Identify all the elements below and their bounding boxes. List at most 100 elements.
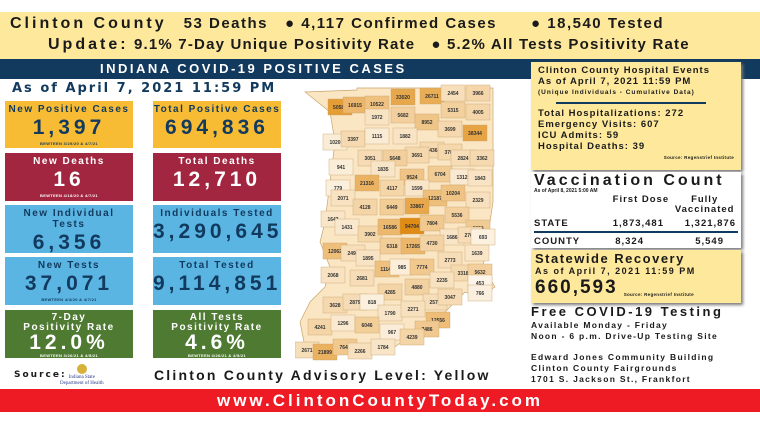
county-case-count: 2578 bbox=[429, 300, 440, 306]
county-case-count: 1599 bbox=[411, 186, 422, 192]
county-case-count: 2271 bbox=[407, 307, 418, 313]
county-fully-vaccinated: 5,549 bbox=[695, 236, 724, 247]
county-case-count: 453 bbox=[476, 281, 485, 287]
county-region bbox=[465, 84, 491, 102]
county-case-count: 11142 bbox=[380, 267, 394, 273]
county-case-count: 3436 bbox=[426, 148, 437, 154]
recovery-as-of: As of April 7, 2021 11:59 PM bbox=[535, 266, 696, 276]
county-region bbox=[404, 278, 430, 296]
card-date-range: BEWTEEN 4/18/20 & 4/7/21 bbox=[40, 193, 98, 198]
county-case-count: 5536 bbox=[451, 213, 462, 219]
county-case-count: 3047 bbox=[444, 295, 455, 301]
county-case-count: 7642 bbox=[339, 345, 350, 351]
county-region bbox=[437, 288, 463, 306]
county-region bbox=[355, 249, 381, 267]
county-region bbox=[390, 88, 416, 106]
testing-venue: Clinton County Fairgrounds bbox=[531, 363, 678, 373]
testing-hours: Noon - 6 p.m. Drive-Up Testing Site bbox=[531, 331, 719, 341]
county-region bbox=[400, 300, 426, 318]
card-title: All Tests bbox=[189, 312, 245, 323]
county-case-count: 818 bbox=[368, 300, 377, 306]
county-case-count: 1843 bbox=[474, 176, 485, 182]
state-row: STATE 1,873,481 1,321,876 bbox=[534, 218, 738, 233]
card-value: 37,071 bbox=[24, 272, 114, 295]
source-label: Source: bbox=[14, 370, 67, 380]
county-case-count: 21899 bbox=[318, 350, 332, 356]
statewide-recovery-panel: Statewide Recovery As of April 7, 2021 1… bbox=[531, 250, 741, 303]
county-region bbox=[320, 266, 346, 284]
county-case-count: 4005 bbox=[472, 110, 483, 116]
county-case-count: 1972 bbox=[371, 115, 382, 121]
county-region bbox=[379, 198, 405, 216]
recovery-value: 660,593 bbox=[535, 277, 618, 298]
county-region bbox=[440, 101, 466, 119]
county-case-count: 2454 bbox=[447, 91, 458, 97]
county-tested: ● 18,540 Tested bbox=[531, 15, 665, 32]
county-case-count: 5632 bbox=[474, 270, 485, 276]
county-case-count: 3707 bbox=[444, 150, 455, 156]
seal-icon bbox=[76, 364, 87, 374]
county-case-count: 16586 bbox=[383, 225, 397, 231]
county-region bbox=[467, 169, 493, 187]
county-case-count: 693 bbox=[479, 235, 488, 241]
state-first-dose: 1,873,481 bbox=[612, 218, 664, 229]
county-positivity-all: ● 5.2% All Tests Positivity Rate bbox=[431, 36, 690, 53]
county-case-count: 50589 bbox=[333, 105, 347, 111]
as-of-date: As of April 7, 2021 11:59 PM bbox=[12, 81, 277, 96]
card-title: New Positive Cases bbox=[8, 104, 130, 115]
stat-card-total-deaths: Total Deaths 12,710 bbox=[153, 153, 281, 201]
hospital-source: Source: Regenstrief Institute bbox=[663, 155, 734, 160]
county-case-count: 38344 bbox=[468, 131, 482, 137]
county-region bbox=[328, 158, 354, 176]
county-region bbox=[399, 328, 425, 346]
website-link[interactable]: www.ClintonCountyToday.com bbox=[0, 389, 760, 412]
county-case-count: 1312 bbox=[456, 175, 467, 181]
county-case-count: 1296 bbox=[337, 321, 348, 327]
hospital-title: Clinton County Hospital Events bbox=[538, 65, 710, 76]
recovery-source: Source: Regenstrief Institute bbox=[623, 292, 694, 297]
card-subtitle: Positivity Rate bbox=[171, 322, 263, 333]
county-case-count: 1835 bbox=[377, 167, 388, 173]
county-case-count: 2773 bbox=[444, 258, 455, 264]
county-region bbox=[349, 269, 375, 287]
county-name: Clinton County bbox=[10, 15, 167, 32]
county-positivity-7day: 9.1% 7-Day Unique Positivity Rate bbox=[133, 36, 416, 53]
county-case-count: 4285 bbox=[384, 290, 395, 296]
county-region bbox=[364, 108, 390, 126]
county-region bbox=[419, 214, 445, 232]
county-case-count: 2071 bbox=[337, 196, 348, 202]
county-case-count: 1784 bbox=[377, 345, 388, 351]
county-case-count: 26711 bbox=[425, 94, 439, 100]
county-region bbox=[409, 258, 435, 276]
divider bbox=[556, 102, 706, 104]
card-value: 9,114,851 bbox=[153, 272, 282, 295]
testing-location: Edward Jones Community Building bbox=[531, 352, 715, 362]
county-case-count: 10204 bbox=[446, 191, 460, 197]
county-case-count: 3691 bbox=[411, 153, 422, 159]
county-region bbox=[354, 316, 380, 334]
stat-card-7-day: 7-Day Positivity Rate 12.0% BEWTEEN 3/26/21… bbox=[5, 310, 133, 358]
update-label: Update: bbox=[48, 36, 129, 53]
county-region bbox=[419, 234, 445, 252]
card-subtitle: Positivity Rate bbox=[23, 322, 115, 333]
county-case-count: 6318 bbox=[386, 244, 397, 250]
card-value: 12,710 bbox=[172, 168, 262, 191]
card-value: 6,356 bbox=[32, 231, 106, 254]
county-case-count: 1790 bbox=[384, 311, 395, 317]
county-region bbox=[462, 124, 488, 142]
county-case-count: 4128 bbox=[359, 205, 370, 211]
county-case-count: 6046 bbox=[361, 323, 372, 329]
county-region bbox=[392, 127, 418, 145]
county-region bbox=[444, 206, 470, 224]
county-case-count: 3318 bbox=[457, 271, 468, 277]
first-dose-header: First Dose bbox=[612, 194, 670, 205]
county-case-count: 33867 bbox=[410, 204, 424, 210]
county-cases: ● 4,117 Confirmed Cases bbox=[285, 15, 498, 32]
vaccination-title: Vaccination Count bbox=[534, 172, 725, 189]
county-region bbox=[364, 127, 390, 145]
top-banner: Clinton County 53 Deaths ● 4,117 Confirm… bbox=[0, 12, 760, 59]
county-deaths: 53 Deaths bbox=[183, 15, 269, 32]
stat-card-new-positive-cases: New Positive Cases 1,397 BEWTEEN 3/29/20 &… bbox=[5, 101, 133, 148]
county-case-count: 10522 bbox=[370, 102, 384, 108]
county-case-count: 12062 bbox=[328, 249, 342, 255]
